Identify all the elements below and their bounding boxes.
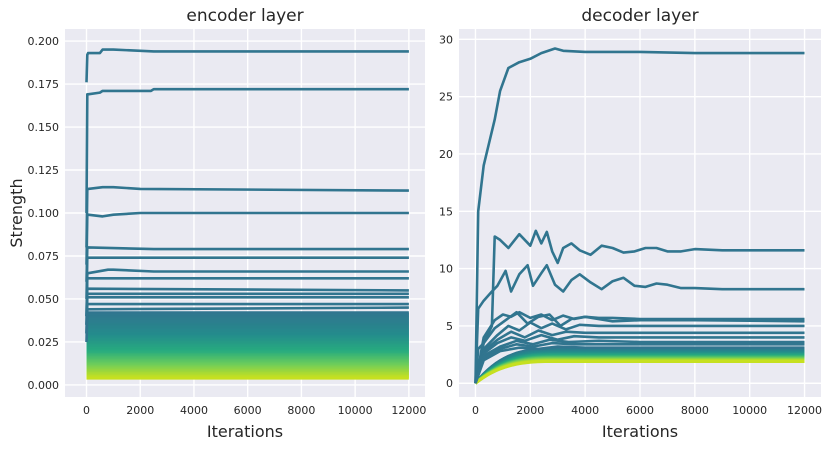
x-tick-label: 0	[83, 404, 90, 417]
encoder-bulk-series	[86, 311, 409, 380]
decoder-layer-chart: 0 2000 4000 6000 8000 10000 12000 0 5 10 15 20 25 30…	[439, 6, 822, 441]
x-tick-label: 12000	[391, 404, 426, 417]
series-line-7	[474, 329, 805, 384]
series-line-1	[85, 48, 409, 83]
y-tick-label: 0.200	[28, 35, 60, 48]
series-line-2	[474, 229, 805, 384]
y-tick-label: 0.075	[28, 250, 60, 263]
series-line-1	[474, 47, 805, 384]
x-tick-label: 2000	[126, 404, 154, 417]
encoder-chart-title: encoder layer	[186, 6, 303, 26]
y-tick-label: 20	[439, 148, 453, 161]
series-line-4	[474, 310, 805, 384]
y-tick-label: 0.100	[28, 207, 60, 220]
y-tick-label: 0.175	[28, 78, 60, 91]
encoder-highlighted-series	[85, 48, 409, 343]
encoder-x-axis-label: Iterations	[207, 422, 283, 441]
y-tick-label: 5	[446, 320, 453, 333]
x-tick-label: 10000	[732, 404, 767, 417]
x-tick-label: 8000	[681, 404, 709, 417]
encoder-y-tick-labels: 0.000 0.025 0.050 0.075 0.100 0.125 0.150 0.175…	[28, 35, 60, 392]
encoder-x-tick-labels: 0 2000 4000 6000 8000 10000 12000	[83, 404, 426, 417]
x-tick-label: 4000	[571, 404, 599, 417]
y-tick-label: 10	[439, 263, 453, 276]
decoder-y-tick-labels: 0 5 10 15 20 25 30	[439, 33, 453, 390]
x-tick-label: 12000	[787, 404, 822, 417]
y-tick-label: 0.000	[28, 379, 60, 392]
x-tick-label: 6000	[234, 404, 262, 417]
y-tick-label: 0	[446, 377, 453, 390]
series-line-5	[474, 310, 805, 384]
x-tick-label: 10000	[338, 404, 373, 417]
series-line-8	[474, 333, 805, 384]
series-line-2	[85, 87, 409, 214]
decoder-x-tick-labels: 0 2000 4000 6000 8000 10000 12000	[472, 404, 822, 417]
series-line-3	[85, 185, 409, 248]
decoder-x-axis-label: Iterations	[602, 422, 678, 441]
x-tick-label: 2000	[516, 404, 544, 417]
series-line-10	[474, 341, 805, 384]
bulk-series-line	[474, 360, 805, 385]
x-tick-label: 4000	[180, 404, 208, 417]
series-line-11	[474, 345, 805, 384]
y-tick-label: 15	[439, 205, 453, 218]
series-line-7	[85, 268, 409, 317]
y-tick-label: 0.125	[28, 164, 60, 177]
decoder-chart-title: decoder layer	[581, 6, 698, 26]
series-line-13	[85, 306, 409, 343]
y-tick-label: 25	[439, 91, 453, 104]
y-tick-label: 30	[439, 33, 453, 46]
encoder-y-axis-label: Strength	[7, 178, 26, 247]
encoder-layer-chart: 0 2000 4000 6000 8000 10000 12000 0.0000.0250.…	[7, 6, 426, 441]
y-tick-label: 0.025	[28, 336, 60, 349]
series-line-3	[474, 263, 805, 384]
x-tick-label: 8000	[287, 404, 315, 417]
series-line-4	[85, 211, 409, 265]
x-tick-label: 0	[472, 404, 479, 417]
y-tick-label: 0.050	[28, 293, 60, 306]
series-line-9	[474, 338, 805, 384]
x-tick-label: 6000	[626, 404, 654, 417]
decoder-highlighted-series	[474, 47, 805, 384]
y-tick-label: 0.150	[28, 121, 60, 134]
series-line-6	[474, 321, 805, 384]
